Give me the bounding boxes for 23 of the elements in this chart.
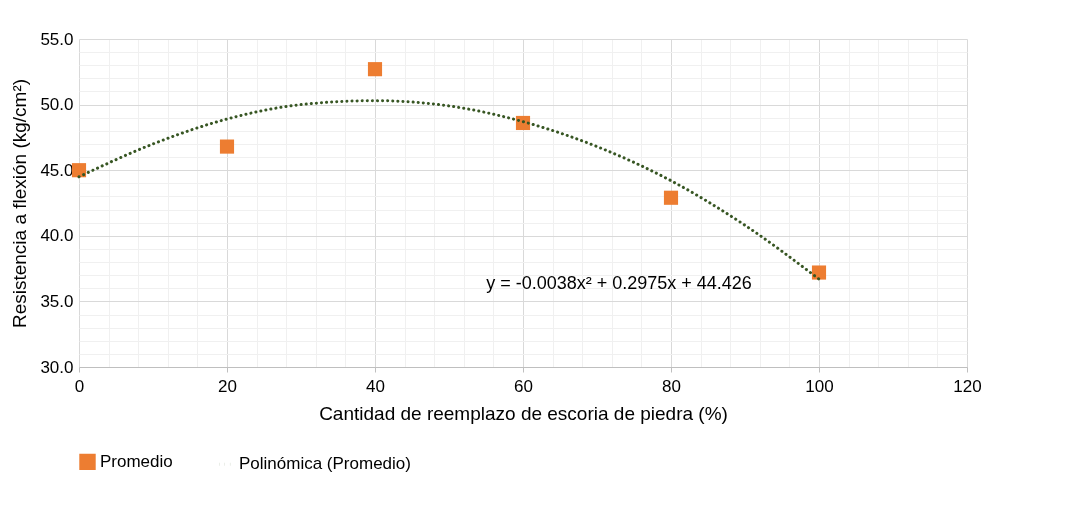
x-tick-label: 100 — [805, 376, 834, 396]
x-tick-label: 0 — [74, 376, 85, 396]
point — [367, 62, 383, 77]
x-tick-label: 80 — [662, 376, 681, 396]
annotation: y = -0.0038x² + 0.2975x + 44.426 — [486, 273, 752, 293]
x-tick-label: 20 — [218, 376, 237, 396]
y-tick-label: 55.0 — [40, 29, 74, 49]
y-tick-label: 35.0 — [40, 291, 74, 311]
y-tick-label: 45.0 — [40, 160, 74, 180]
y-tick-label: 50.0 — [40, 95, 74, 115]
point — [219, 139, 235, 154]
x-axis-title: Cantidad de reemplazo de escoria de piedra (%) — [319, 402, 728, 424]
y-axis-title: Resistencia a flexión (kg/cm²) — [9, 78, 31, 329]
legend-label: Polinómica (Promedio) — [239, 454, 411, 474]
x-tick-label: 40 — [366, 376, 385, 396]
legend-label: Promedio — [100, 451, 173, 471]
x-tick-label: 120 — [953, 376, 982, 396]
point — [811, 265, 827, 280]
y-tick-label: 30.0 — [40, 357, 74, 377]
point — [663, 190, 679, 205]
point — [71, 163, 87, 178]
y-tick-label: 40.0 — [40, 226, 74, 246]
x-tick-label: 60 — [514, 376, 533, 396]
